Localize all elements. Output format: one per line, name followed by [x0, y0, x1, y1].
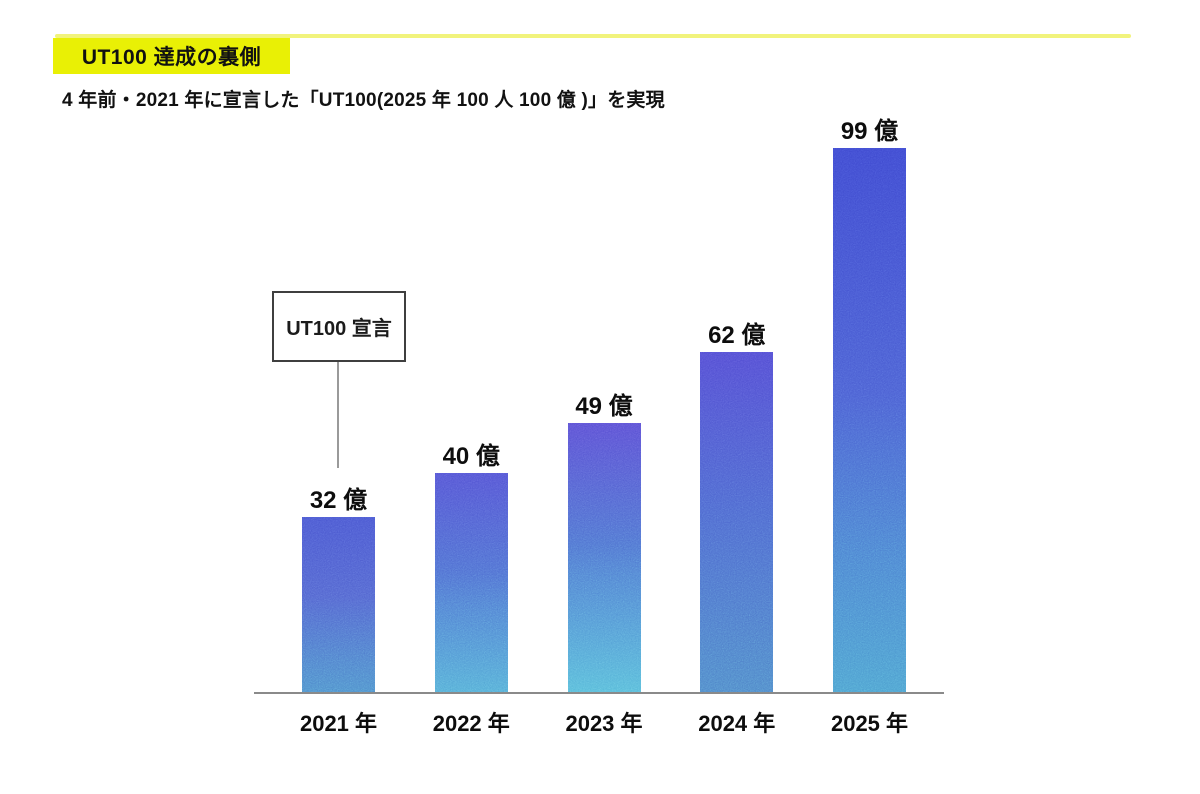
bar-value-label: 32 億 [309, 487, 368, 514]
title-highlight-underline [55, 34, 1131, 38]
bar-value-label: 99 億 [840, 118, 899, 145]
page-title: UT100 達成の裏側 [81, 46, 262, 69]
x-axis-tick-label: 2023 年 [565, 711, 643, 736]
annotation-callout-label: UT100 宣言 [286, 318, 392, 340]
bar [700, 352, 774, 693]
bar-value-label: 49 億 [575, 393, 633, 420]
x-axis-tick-label: 2021 年 [299, 711, 378, 736]
annotation-callout-box: UT100 宣言 [272, 291, 406, 362]
bar [833, 148, 906, 693]
bar-grain-texture [434, 473, 508, 693]
bar-grain-texture [700, 352, 774, 693]
bar-grain-texture [567, 423, 641, 693]
page-title-badge: UT100 達成の裏側 [53, 38, 290, 74]
annotation-connector-line [337, 362, 339, 468]
bar-grain-texture [833, 148, 906, 693]
bar-value-label: 62 億 [708, 322, 766, 349]
x-axis-tick-label: 2025 年 [830, 711, 909, 736]
page-subtitle: 4 年前・2021 年に宣言した「UT100(2025 年 100 人 100 … [62, 90, 665, 111]
bar [302, 517, 375, 693]
bar-value-label: 40 億 [442, 443, 500, 470]
x-axis-tick-label: 2022 年 [432, 711, 510, 736]
x-axis-tick-label: 2024 年 [698, 711, 776, 736]
x-axis-line [254, 692, 944, 694]
bar [567, 423, 641, 693]
bar [434, 473, 508, 693]
bar-grain-texture [302, 517, 375, 693]
